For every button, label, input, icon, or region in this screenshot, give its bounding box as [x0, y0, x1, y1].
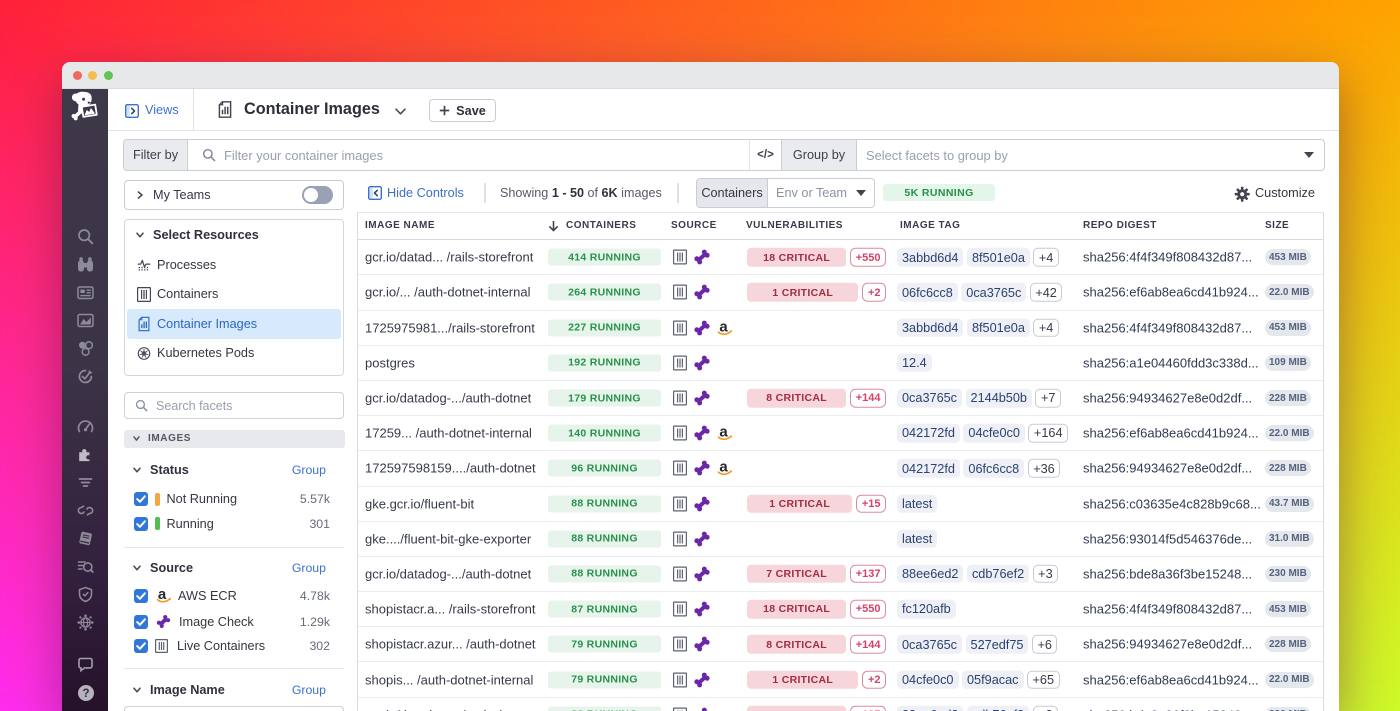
svg-text:a: a: [719, 425, 728, 441]
svg-text:a: a: [719, 460, 728, 476]
svg-text:?: ?: [82, 688, 89, 700]
svg-text:a: a: [158, 588, 167, 603]
svg-text:a: a: [719, 319, 728, 335]
